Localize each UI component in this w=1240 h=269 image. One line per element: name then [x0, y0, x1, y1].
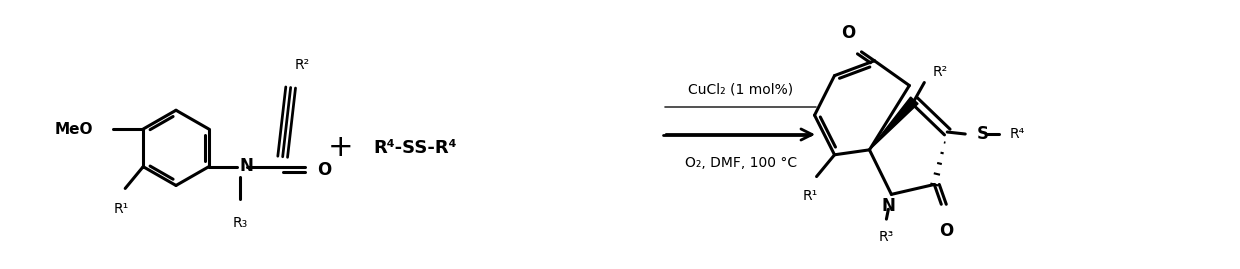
Text: O₂, DMF, 100 °C: O₂, DMF, 100 °C — [684, 156, 796, 170]
Text: N: N — [882, 197, 895, 215]
Text: S: S — [977, 125, 990, 143]
Text: R¹: R¹ — [804, 189, 818, 203]
Text: O: O — [939, 222, 954, 240]
Text: R³: R³ — [879, 230, 894, 244]
Text: N: N — [239, 157, 254, 175]
Text: MeO: MeO — [55, 122, 93, 137]
Text: R⁴-SS-R⁴: R⁴-SS-R⁴ — [373, 139, 458, 157]
Text: R⁴: R⁴ — [1009, 127, 1024, 141]
Text: R²: R² — [295, 58, 310, 72]
Text: O: O — [842, 24, 856, 42]
Text: R¹: R¹ — [114, 202, 129, 216]
Text: R₃: R₃ — [232, 216, 248, 230]
Text: +: + — [327, 133, 353, 162]
Text: R²: R² — [932, 65, 947, 79]
Text: O: O — [317, 161, 332, 179]
Polygon shape — [869, 97, 918, 150]
Text: CuCl₂ (1 mol%): CuCl₂ (1 mol%) — [688, 83, 794, 97]
